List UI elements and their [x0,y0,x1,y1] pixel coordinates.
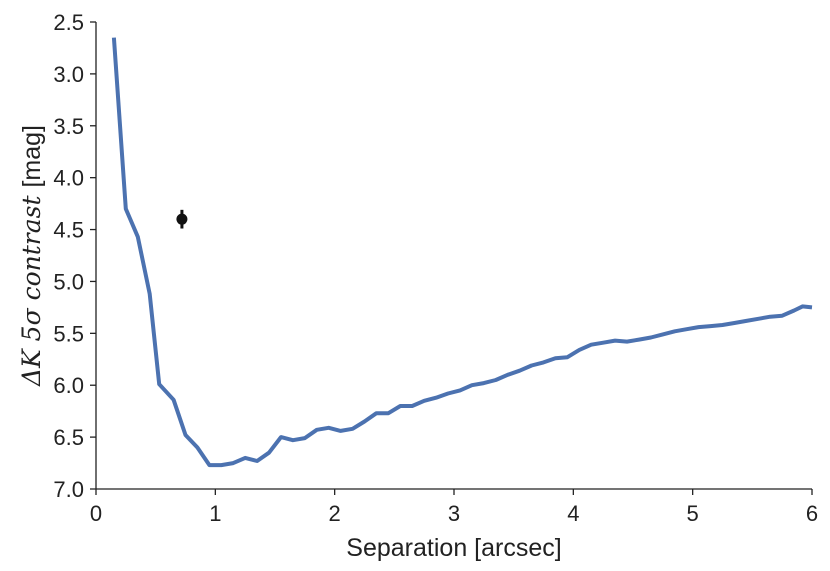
y-tick-label: 5.0 [53,269,84,294]
y-tick-label: 4.0 [53,166,84,191]
y-axis-title: ΔK 5σ contrast [mag] [17,125,46,387]
x-tick-label: 0 [90,501,102,526]
y-tick-label: 2.5 [53,10,84,35]
points-layer [176,209,188,229]
x-axis-ticks: 0 1 2 3 4 5 6 [90,489,818,526]
y-axis-ticks: 2.5 3.0 3.5 4.0 4.5 5.0 5.5 6.0 6.5 7.0 [53,10,96,502]
x-axis-title: Separation [arcsec] [346,534,561,562]
companion-point [176,213,188,225]
y-tick-label: 7.0 [53,477,84,502]
x-tick-label: 1 [209,501,221,526]
x-tick-label: 5 [687,501,699,526]
y-axis-title-unit: [mag] [18,125,46,188]
y-tick-label: 5.5 [53,321,84,346]
series-layer [111,37,813,468]
y-tick-label: 6.0 [53,373,84,398]
y-axis-title-prefix: ΔK 5σ contrast [17,188,46,387]
y-tick-label: 3.5 [53,114,84,139]
x-tick-label: 3 [448,501,460,526]
y-tick-label: 4.5 [53,218,84,243]
x-tick-label: 4 [567,501,579,526]
x-tick-label: 2 [329,501,341,526]
x-tick-label: 6 [806,501,818,526]
y-tick-label: 3.0 [53,62,84,87]
contrast-curve-line [111,37,813,468]
y-tick-label: 6.5 [53,425,84,450]
